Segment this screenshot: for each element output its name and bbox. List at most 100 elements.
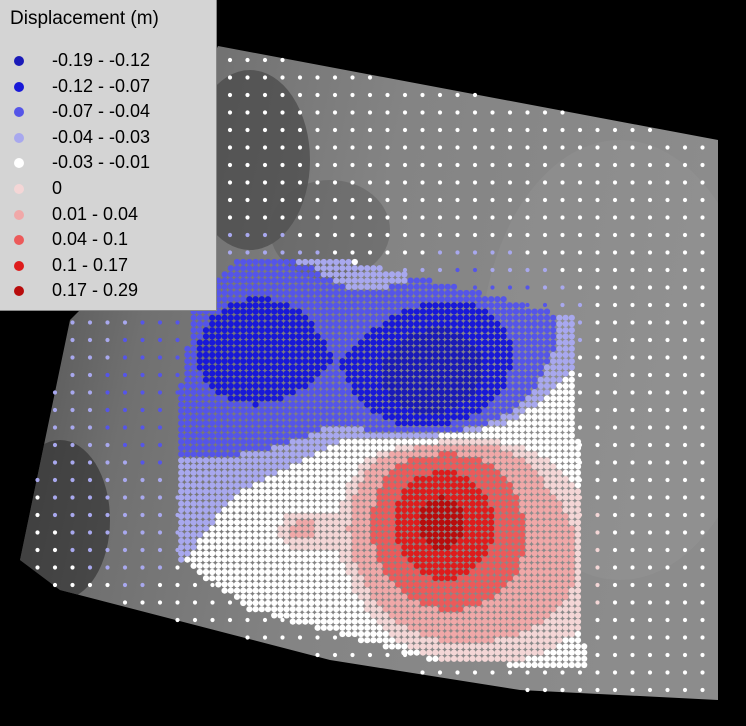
- displacement-point: [190, 438, 197, 445]
- displacement-point: [388, 444, 396, 452]
- displacement-point: [612, 652, 618, 658]
- displacement-point: [488, 327, 495, 334]
- displacement-point: [184, 382, 191, 390]
- displacement-point: [469, 296, 476, 303]
- displacement-point: [419, 420, 427, 427]
- displacement-point: [574, 463, 582, 470]
- displacement-point: [364, 395, 371, 402]
- displacement-point: [320, 575, 327, 582]
- displacement-point: [221, 358, 228, 365]
- displacement-point: [388, 277, 396, 284]
- displacement-point: [506, 302, 513, 309]
- displacement-point: [302, 494, 309, 501]
- displacement-point: [413, 389, 420, 396]
- displacement-point: [519, 482, 526, 489]
- displacement-point: [407, 525, 414, 532]
- displacement-point: [357, 327, 365, 334]
- displacement-point: [240, 451, 247, 458]
- displacement-point: [345, 593, 352, 600]
- displacement-point: [202, 482, 210, 489]
- displacement-point: [525, 500, 532, 507]
- displacement-point: [308, 358, 315, 365]
- displacement-point: [550, 556, 557, 563]
- displacement-point: [308, 525, 315, 532]
- displacement-point: [333, 469, 340, 476]
- displacement-point: [196, 525, 203, 532]
- displacement-point: [432, 494, 439, 501]
- displacement-point: [326, 457, 334, 464]
- displacement-point: [289, 494, 296, 501]
- displacement-point: [457, 358, 464, 365]
- displacement-point: [157, 600, 163, 605]
- displacement-point: [202, 513, 210, 520]
- displacement-point: [550, 624, 557, 631]
- displacement-point: [438, 395, 445, 402]
- displacement-point: [481, 463, 489, 470]
- displacement-point: [595, 302, 600, 308]
- displacement-point: [289, 407, 296, 414]
- displacement-point: [519, 438, 526, 445]
- displacement-point: [333, 271, 340, 278]
- displacement-point: [494, 494, 501, 501]
- displacement-point: [574, 637, 582, 644]
- displacement-point: [370, 612, 377, 619]
- displacement-point: [542, 302, 548, 308]
- displacement-point: [264, 308, 272, 315]
- displacement-point: [227, 575, 234, 582]
- displacement-point: [426, 513, 433, 520]
- displacement-point: [488, 593, 495, 600]
- displacement-point: [227, 308, 234, 315]
- displacement-point: [665, 337, 670, 343]
- displacement-point: [401, 308, 408, 315]
- displacement-point: [550, 488, 557, 495]
- displacement-point: [240, 271, 247, 278]
- displacement-point: [370, 581, 377, 588]
- displacement-point: [178, 475, 185, 483]
- displacement-point: [252, 562, 259, 569]
- displacement-point: [500, 599, 507, 607]
- displacement-point: [450, 395, 458, 402]
- displacement-point: [345, 568, 352, 576]
- displacement-point: [401, 593, 408, 600]
- displacement-point: [388, 401, 396, 408]
- displacement-point: [531, 637, 538, 644]
- displacement-point: [463, 296, 470, 303]
- displacement-point: [140, 565, 145, 570]
- displacement-point: [308, 457, 315, 464]
- displacement-point: [283, 351, 290, 359]
- displacement-point: [612, 390, 618, 395]
- displacement-point: [314, 587, 321, 594]
- displacement-point: [525, 519, 532, 526]
- displacement-point: [252, 289, 259, 297]
- displacement-point: [351, 606, 358, 613]
- displacement-point: [221, 506, 228, 514]
- displacement-point: [574, 649, 582, 656]
- displacement-point: [568, 364, 575, 371]
- displacement-point: [556, 382, 563, 390]
- displacement-point: [432, 593, 439, 600]
- displacement-point: [506, 624, 513, 631]
- displacement-point: [568, 438, 575, 445]
- displacement-point: [264, 482, 272, 489]
- displacement-point: [700, 302, 705, 308]
- displacement-point: [320, 376, 327, 383]
- displacement-point: [475, 469, 482, 476]
- displacement-point: [314, 482, 321, 489]
- displacement-point: [308, 376, 315, 383]
- displacement-point: [277, 506, 284, 514]
- displacement-point: [543, 581, 551, 588]
- displacement-point: [450, 432, 458, 439]
- displacement-point: [320, 500, 327, 507]
- displacement-point: [457, 413, 464, 421]
- displacement-point: [376, 389, 383, 396]
- displacement-point: [500, 630, 507, 638]
- displacement-point: [475, 519, 482, 526]
- displacement-point: [525, 145, 530, 150]
- displacement-point: [395, 413, 402, 421]
- displacement-point: [550, 358, 557, 365]
- displacement-point: [252, 457, 259, 464]
- displacement-point: [320, 513, 327, 520]
- displacement-point: [227, 289, 234, 297]
- displacement-point: [295, 506, 303, 514]
